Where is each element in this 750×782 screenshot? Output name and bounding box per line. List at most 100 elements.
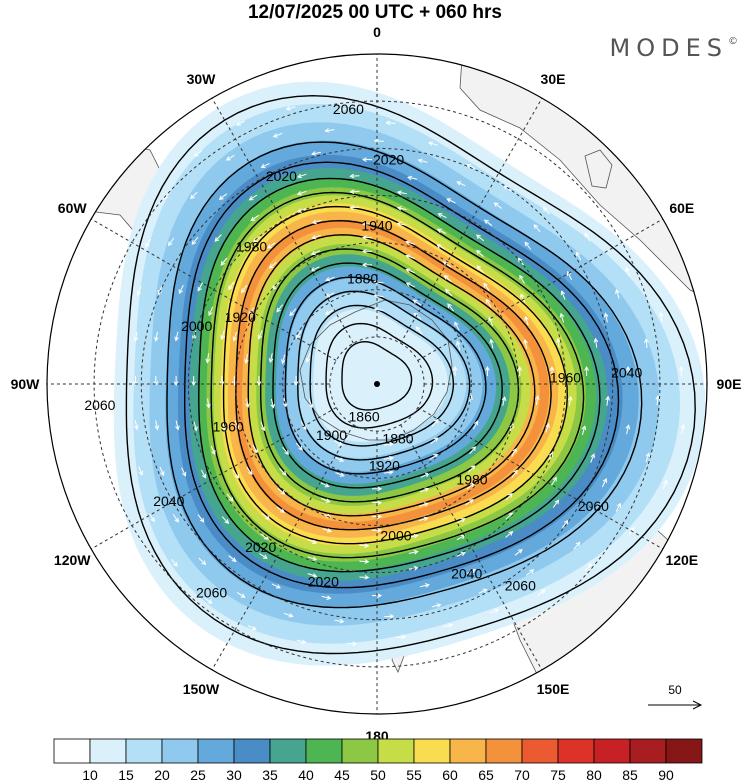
wind-vector-head <box>339 618 345 624</box>
wind-vector <box>601 478 607 488</box>
wind-vector-head <box>191 381 197 387</box>
wind-vector <box>279 468 287 476</box>
wind-vector-head <box>311 219 317 225</box>
wind-vector-head <box>678 365 684 371</box>
wind-vector-head <box>312 539 318 544</box>
wind-vector <box>502 396 506 406</box>
wind-vector-head <box>349 205 355 210</box>
wind-vector <box>236 591 245 598</box>
contour-label: 1920 <box>369 458 400 474</box>
wind-vector-head <box>228 285 233 291</box>
wind-vector <box>321 595 331 599</box>
wind-vector <box>172 514 179 523</box>
contour-label-text: 1880 <box>382 431 413 447</box>
wind-vector-head <box>262 554 268 559</box>
wind-vector-head <box>225 156 231 161</box>
wind-vector-head <box>548 451 554 457</box>
wind-vector-head <box>413 565 419 571</box>
wind-vector-head <box>512 448 517 453</box>
colorbar-swatch <box>89 738 127 764</box>
wind-vector <box>573 542 581 550</box>
colorbar-swatch <box>629 738 667 764</box>
wind-vector-head <box>248 470 253 476</box>
wind-vector-head <box>199 517 205 523</box>
wind-vector-head <box>424 583 430 588</box>
wind-vector-head <box>248 196 254 201</box>
wind-vector-head <box>427 141 434 146</box>
wind-vector-head <box>466 164 472 169</box>
wind-vector <box>466 164 476 170</box>
wind-vector-head <box>663 479 668 485</box>
wind-vector-head <box>284 450 289 456</box>
wind-vector <box>286 106 296 110</box>
wind-vector-head <box>587 563 592 568</box>
longitude-label: 120W <box>54 552 91 568</box>
contour-label-text: 2020 <box>373 152 404 168</box>
wind-vector <box>418 159 428 163</box>
wind-vector-head <box>567 395 573 401</box>
colorbar-swatch <box>53 738 91 764</box>
wind-vector <box>145 238 152 247</box>
wind-vector <box>221 330 225 340</box>
wind-vector-head <box>224 519 230 524</box>
wind-vector-head <box>361 248 367 254</box>
wind-vector-head <box>349 173 355 179</box>
wind-vector-head <box>256 381 262 387</box>
wind-vector-head <box>658 311 664 317</box>
wind-vector-head <box>301 639 307 644</box>
wind-vector-head <box>364 574 370 580</box>
longitude-label: 60W <box>58 200 88 216</box>
wind-vector <box>163 191 171 199</box>
wind-vector <box>258 330 263 339</box>
wind-vector-head <box>134 425 139 431</box>
contour-label-text: 1960 <box>550 370 581 386</box>
wind-vector <box>581 426 586 436</box>
wind-vector-head <box>520 293 525 299</box>
wind-speed-band <box>313 309 448 442</box>
wind-vector-head <box>603 312 609 318</box>
wind-vector-head <box>523 338 528 344</box>
contour-label: 2040 <box>611 364 642 380</box>
contour-label-text: 2020 <box>245 539 276 555</box>
height-contour <box>341 340 413 411</box>
wind-vector-head <box>252 238 258 243</box>
wind-vector-head <box>475 234 481 240</box>
wind-vector <box>557 338 560 348</box>
wind-vector <box>431 419 439 427</box>
wind-vector <box>568 396 572 406</box>
wind-vector-head <box>193 152 199 157</box>
contour-label-text: 1900 <box>316 427 347 443</box>
wind-vector-head <box>468 394 473 400</box>
wind-vector <box>311 151 322 155</box>
colorbar-tick-label: 30 <box>226 767 242 782</box>
wind-vector <box>374 140 384 142</box>
contour-label: 1860 <box>349 408 380 424</box>
wind-vector <box>575 251 582 261</box>
wind-vector <box>221 516 229 524</box>
wind-vector-head <box>296 190 302 196</box>
wind-vector-head <box>324 310 330 315</box>
wind-vector-head <box>339 472 345 477</box>
wind-vector-head <box>240 288 246 294</box>
wind-vector-head <box>281 470 287 476</box>
wind-vector <box>524 241 532 250</box>
wind-vector-head <box>554 499 560 505</box>
wind-vector <box>228 281 235 290</box>
wind-vector-head <box>244 358 249 364</box>
wind-vector <box>295 442 303 451</box>
wind-vector-head <box>338 441 344 446</box>
contour-label-text: 1920 <box>225 309 256 325</box>
wind-vector <box>222 421 226 431</box>
wind-vector-head <box>201 473 207 479</box>
contour-label-text: 1880 <box>347 270 378 286</box>
graticule <box>47 54 707 714</box>
wind-vector-head <box>310 267 316 272</box>
wind-vector <box>383 471 393 474</box>
wind-vector <box>226 154 235 161</box>
wind-vector-head <box>413 533 419 539</box>
wind-vector-head <box>471 446 476 451</box>
height-contour <box>222 205 569 545</box>
wind-vector-head <box>377 486 383 492</box>
wind-vector <box>197 282 203 291</box>
wind-vector-head <box>282 402 288 408</box>
